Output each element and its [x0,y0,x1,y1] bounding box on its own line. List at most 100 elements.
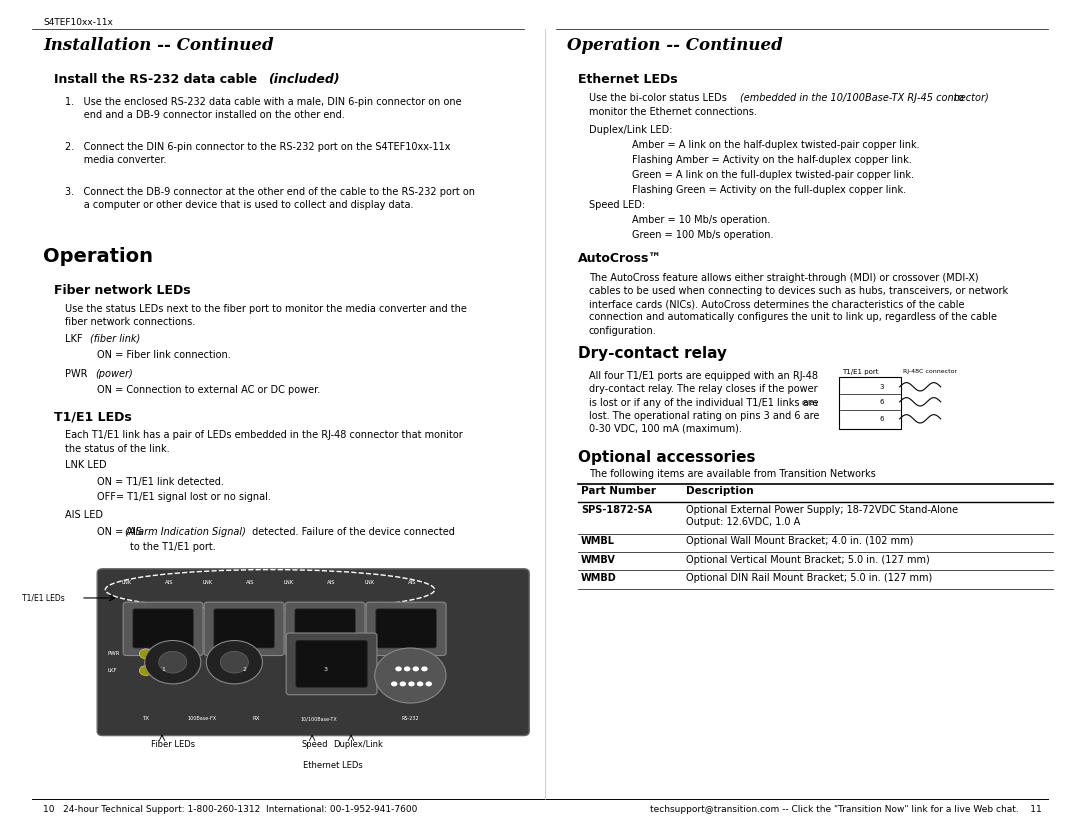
Text: 2: 2 [242,667,246,672]
Text: LKF: LKF [108,668,118,673]
Circle shape [145,641,201,684]
FancyBboxPatch shape [123,602,203,656]
FancyBboxPatch shape [376,609,436,648]
Circle shape [311,659,339,681]
Text: Duplex/Link LED:: Duplex/Link LED: [589,125,672,135]
Text: All four T1/E1 ports are equipped with an RJ-48
dry-contact relay. The relay clo: All four T1/E1 ports are equipped with a… [589,371,819,434]
FancyBboxPatch shape [214,609,274,648]
Text: Optional External Power Supply; 18-72VDC Stand-Alone
Output: 12.6VDC, 1.0 A: Optional External Power Supply; 18-72VDC… [686,505,958,527]
Text: 3: 3 [323,667,327,672]
FancyBboxPatch shape [204,602,284,656]
Text: PWR: PWR [65,369,91,379]
Text: Each T1/E1 link has a pair of LEDs embedded in the RJ-48 connector that monitor
: Each T1/E1 link has a pair of LEDs embed… [65,430,462,454]
Text: Flashing Green = Activity on the full-duplex copper link.: Flashing Green = Activity on the full-du… [632,185,906,195]
FancyBboxPatch shape [286,633,377,695]
Text: OFF= T1/E1 signal lost or no signal.: OFF= T1/E1 signal lost or no signal. [97,492,271,502]
Circle shape [391,681,397,686]
Text: Speed: Speed [301,740,327,749]
Text: AIS: AIS [408,580,417,585]
FancyBboxPatch shape [285,602,365,656]
Text: Ethernet LEDs: Ethernet LEDs [578,73,677,87]
Circle shape [408,681,415,686]
Text: LNK: LNK [364,580,375,585]
Text: Use the bi-color status LEDs: Use the bi-color status LEDs [589,93,730,103]
Circle shape [426,681,432,686]
Text: The following items are available from Transition Networks: The following items are available from T… [589,469,876,479]
Text: Part Number: Part Number [581,486,656,496]
Text: SPS-1872-SA: SPS-1872-SA [581,505,652,515]
Text: techsupport@transition.com -- Click the "Transition Now" link for a live Web cha: techsupport@transition.com -- Click the … [650,805,1042,814]
Circle shape [139,649,152,659]
Text: 6: 6 [879,416,885,422]
Text: Amber = 10 Mb/s operation.: Amber = 10 Mb/s operation. [632,215,770,225]
Text: RX: RX [253,716,259,721]
FancyBboxPatch shape [133,609,193,648]
Circle shape [413,666,419,671]
Text: T1/E1 LEDs: T1/E1 LEDs [54,410,132,424]
Text: T1/E1 port: T1/E1 port [842,369,879,375]
Text: 4: 4 [404,667,408,672]
Text: Fiber network LEDs: Fiber network LEDs [54,284,191,297]
Text: 1: 1 [161,667,165,672]
Text: Optional Vertical Mount Bracket; 5.0 in. (127 mm): Optional Vertical Mount Bracket; 5.0 in.… [686,555,930,565]
FancyBboxPatch shape [97,569,529,736]
Circle shape [149,659,177,681]
Text: Operation: Operation [43,247,153,266]
Text: LNK: LNK [283,580,294,585]
Text: 10/100Base-TX: 10/100Base-TX [300,716,337,721]
Text: detected. Failure of the device connected: detected. Failure of the device connecte… [249,527,456,537]
Text: AutoCross™: AutoCross™ [578,252,662,265]
Text: relay: relay [801,399,819,406]
Text: (fiber link): (fiber link) [90,334,140,344]
Text: 1.   Use the enclosed RS-232 data cable with a male, DIN 6-pin connector on one
: 1. Use the enclosed RS-232 data cable wi… [65,97,461,120]
Circle shape [400,681,406,686]
Text: Installation -- Continued: Installation -- Continued [43,37,274,53]
Circle shape [421,666,428,671]
Text: T1/E1 LEDs: T1/E1 LEDs [22,594,65,603]
Text: LKF: LKF [65,334,85,344]
Text: LNK: LNK [121,580,132,585]
FancyBboxPatch shape [839,377,901,429]
Circle shape [139,666,152,676]
Text: 100Base-FX: 100Base-FX [188,716,216,721]
Text: ON = AIS: ON = AIS [97,527,146,537]
FancyBboxPatch shape [366,602,446,656]
Text: 3: 3 [879,384,885,389]
Circle shape [392,659,420,681]
Text: Description: Description [686,486,754,496]
Text: Use the status LEDs next to the fiber port to monitor the media converter and th: Use the status LEDs next to the fiber po… [65,304,467,327]
Text: (power): (power) [95,369,133,379]
Text: Install the RS-232 data cable: Install the RS-232 data cable [54,73,261,87]
FancyBboxPatch shape [295,609,355,648]
Text: monitor the Ethernet connections.: monitor the Ethernet connections. [589,107,756,117]
Text: Speed LED:: Speed LED: [589,200,645,210]
Text: (embedded in the 10/100Base-TX RJ-45 connector): (embedded in the 10/100Base-TX RJ-45 con… [740,93,988,103]
Text: Duplex/Link: Duplex/Link [334,740,383,749]
Circle shape [230,659,258,681]
Circle shape [220,651,248,673]
Text: (included): (included) [268,73,339,87]
Text: Optional Wall Mount Bracket; 4.0 in. (102 mm): Optional Wall Mount Bracket; 4.0 in. (10… [686,536,914,546]
Text: WMBL: WMBL [581,536,615,546]
Text: RJ-48C connector: RJ-48C connector [903,369,957,374]
Text: WMBD: WMBD [581,573,617,583]
Text: LNK LED: LNK LED [65,460,107,470]
Text: AIS: AIS [165,580,174,585]
Circle shape [206,641,262,684]
Text: Amber = A link on the half-duplex twisted-pair copper link.: Amber = A link on the half-duplex twiste… [632,140,919,150]
Text: 2.   Connect the DIN 6-pin connector to the RS-232 port on the S4TEF10xx-11x
   : 2. Connect the DIN 6-pin connector to th… [65,142,450,165]
Text: S4TEF10xx-11x: S4TEF10xx-11x [43,18,113,28]
Circle shape [395,666,402,671]
Text: AIS LED: AIS LED [65,510,103,520]
Text: Optional DIN Rail Mount Bracket; 5.0 in. (127 mm): Optional DIN Rail Mount Bracket; 5.0 in.… [686,573,932,583]
Text: LNK: LNK [202,580,213,585]
Text: ON = Connection to external AC or DC power.: ON = Connection to external AC or DC pow… [97,385,321,395]
Text: Green = A link on the full-duplex twisted-pair copper link.: Green = A link on the full-duplex twiste… [632,170,914,180]
Text: WMBV: WMBV [581,555,616,565]
Text: ON = T1/E1 link detected.: ON = T1/E1 link detected. [97,477,224,487]
Text: to: to [951,93,964,103]
Text: Optional accessories: Optional accessories [578,450,755,465]
Text: to the T1/E1 port.: to the T1/E1 port. [130,542,215,552]
Text: AIS: AIS [327,580,336,585]
Circle shape [159,651,187,673]
